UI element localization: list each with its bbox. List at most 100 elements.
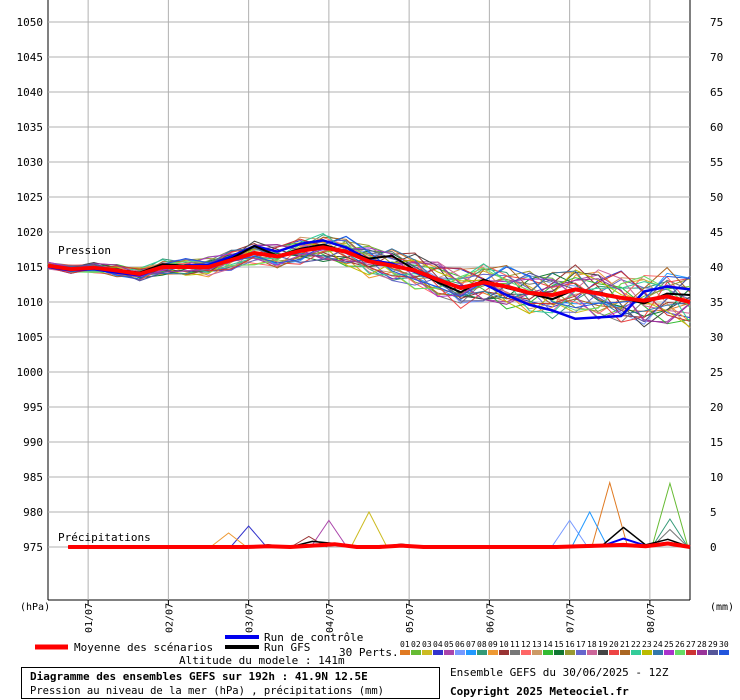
member-color-swatch	[477, 650, 487, 655]
date-tick-label: 05/07	[405, 603, 416, 633]
member-precip-spike	[350, 510, 388, 548]
member-code-label: 09	[488, 640, 498, 649]
member-precip-spike	[571, 510, 609, 548]
member-code-label: 23	[642, 640, 652, 649]
member-code-label: 03	[422, 640, 432, 649]
left-tick-label: 1040	[17, 86, 44, 99]
member-color-swatch	[400, 650, 410, 655]
member-code-label: 07	[466, 640, 476, 649]
member-color-swatch	[598, 650, 608, 655]
ensemble-members	[47, 232, 691, 548]
member-code-label: 30	[719, 640, 729, 649]
member-code-label: 18	[587, 640, 597, 649]
right-tick-label: 40	[710, 261, 723, 274]
chart-subtitle: Pression au niveau de la mer (hPa) , pré…	[30, 685, 385, 697]
member-code-label: 08	[477, 640, 487, 649]
date-tick-label: 07/07	[566, 603, 577, 633]
left-tick-label: 980	[23, 506, 43, 519]
member-code-label: 06	[455, 640, 465, 649]
member-color-swatch	[587, 650, 597, 655]
right-tick-label: 25	[710, 366, 723, 379]
right-tick-label: 70	[710, 51, 723, 64]
title-box	[21, 667, 440, 699]
member-legend: 01 02 03 04 05 06 07 08 09 10 11 12 13 14 15 16 17 18 19 20…	[400, 640, 729, 655]
member-code-label: 29	[708, 640, 718, 649]
member-precip-spike	[310, 519, 348, 548]
legend: Moyenne des scénarios Run de contrôle Ru…	[35, 631, 729, 667]
right-tick-label: 10	[710, 471, 723, 484]
member-code-label: 05	[444, 640, 454, 649]
member-color-swatch	[422, 650, 432, 655]
legend-gfs-label: Run GFS	[264, 641, 310, 654]
member-code-label: 16	[565, 640, 575, 649]
member-code-label: 14	[543, 640, 553, 649]
member-code-label: 27	[686, 640, 696, 649]
member-color-swatch	[444, 650, 454, 655]
member-color-swatch	[609, 650, 619, 655]
left-tick-label: 1005	[17, 331, 44, 344]
right-tick-label: 30	[710, 331, 723, 344]
member-color-swatch	[554, 650, 564, 655]
right-unit-label: (mm)	[710, 602, 734, 613]
left-tick-label: 1010	[17, 296, 44, 309]
right-tick-label: 75	[710, 16, 723, 29]
right-tick-label: 60	[710, 121, 723, 134]
member-precip-spike	[230, 525, 268, 548]
right-tick-label: 35	[710, 296, 723, 309]
member-color-swatch	[708, 650, 718, 655]
member-code-label: 25	[664, 640, 674, 649]
member-code-label: 12	[521, 640, 531, 649]
member-precip-spike	[210, 532, 247, 548]
member-color-swatch	[675, 650, 685, 655]
right-tick-label: 0	[710, 541, 717, 554]
pressure-label: Pression	[58, 244, 111, 257]
member-precip-spike	[651, 518, 689, 548]
member-code-label: 22	[631, 640, 641, 649]
left-axis-pressure: 1050 1045 1040 1035 1030 1025 1020 1015 1010 1005…	[17, 16, 44, 554]
date-tick-label: 01/07	[84, 603, 95, 633]
member-code-label: 13	[532, 640, 542, 649]
member-color-swatch	[466, 650, 476, 655]
chart-title: Diagramme des ensembles GEFS sur 192h : …	[30, 670, 368, 683]
left-tick-label: 975	[23, 541, 43, 554]
member-color-swatch	[543, 650, 553, 655]
left-tick-label: 1035	[17, 121, 44, 134]
member-color-swatch	[664, 650, 674, 655]
right-tick-label: 45	[710, 226, 723, 239]
copyright-label: Copyright 2025 Meteociel.fr	[450, 685, 629, 698]
member-pressure-line	[47, 236, 691, 329]
member-code-label: 28	[697, 640, 707, 649]
member-code-label: 21	[620, 640, 630, 649]
member-precip-spike	[591, 480, 629, 548]
member-color-swatch	[697, 650, 707, 655]
member-color-swatch	[686, 650, 696, 655]
mean-precip-line	[68, 541, 691, 549]
precip-label: Précipitations	[58, 531, 151, 544]
right-tick-label: 20	[710, 401, 723, 414]
member-code-label: 19	[598, 640, 608, 649]
date-tick-label: 03/07	[245, 603, 256, 633]
member-code-label: 15	[554, 640, 564, 649]
member-color-swatch	[642, 650, 652, 655]
member-color-swatch	[521, 650, 531, 655]
left-tick-label: 1025	[17, 191, 44, 204]
ensemble-run-label: Ensemble GEFS du 30/06/2025 - 12Z	[450, 666, 669, 679]
left-tick-label: 1030	[17, 156, 44, 169]
member-color-swatch	[532, 650, 542, 655]
right-tick-label: 50	[710, 191, 723, 204]
member-color-swatch	[488, 650, 498, 655]
x-axis-dates: 01/07 02/07 03/07 04/07 05/07 06/07 07/07 08/07	[84, 600, 657, 633]
member-color-swatch	[653, 650, 663, 655]
right-tick-label: 15	[710, 436, 723, 449]
member-code-label: 10	[499, 640, 509, 649]
mean-pressure-line	[47, 245, 691, 304]
legend-mean-label: Moyenne des scénarios	[74, 641, 213, 654]
member-code-label: 11	[510, 640, 520, 649]
left-tick-label: 995	[23, 401, 43, 414]
grid-lines	[47, 0, 691, 601]
left-tick-label: 1050	[17, 16, 44, 29]
member-code-label: 17	[576, 640, 586, 649]
member-code-label: 01	[400, 640, 410, 649]
